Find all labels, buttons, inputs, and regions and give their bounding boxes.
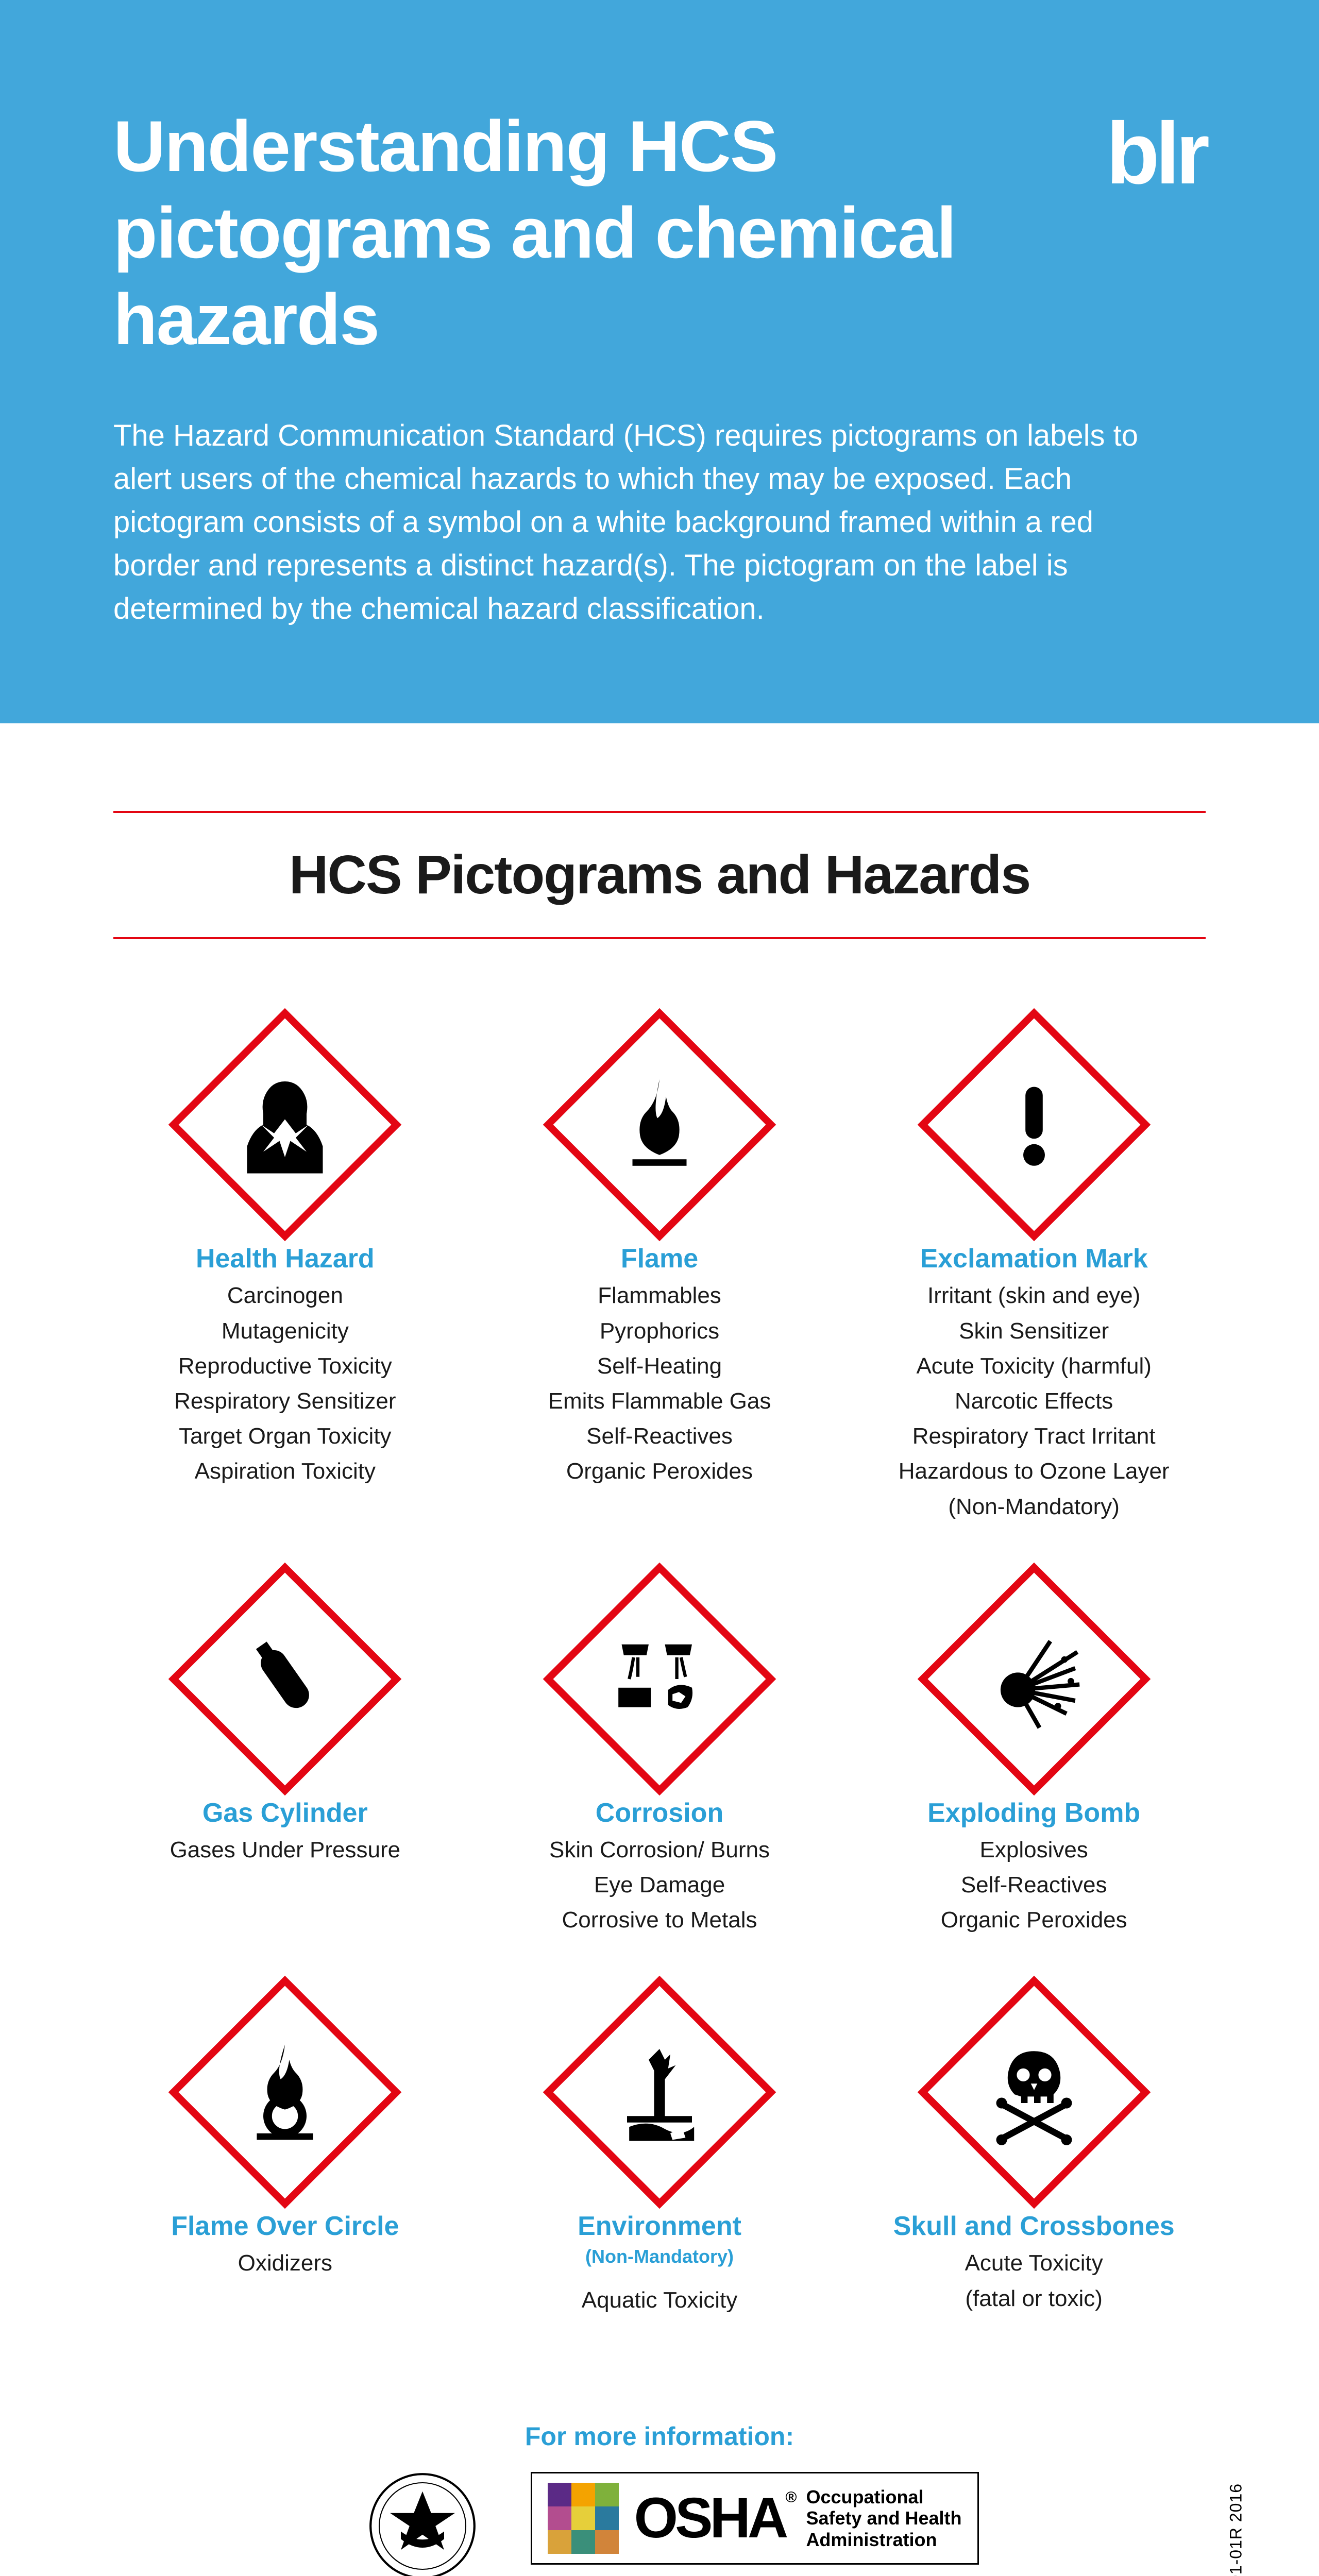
osha-box: OSHA® OccupationalSafety and HealthAdmin… (531, 2472, 979, 2565)
pictogram-title: Exploding Bomb (862, 1798, 1206, 1828)
skull-icon (952, 2010, 1117, 2175)
pictogram-grid: Health Hazard CarcinogenMutagenicityRepr… (113, 1042, 1206, 2318)
exclaim-icon (952, 1042, 1117, 1207)
pictogram-diamond (577, 1597, 742, 1761)
pictogram-title: Health Hazard (113, 1243, 457, 1274)
pictogram-title: Flame (488, 1243, 832, 1274)
hazard-item: Acute Toxicity (harmful) (862, 1349, 1206, 1384)
pictogram-card: Skull and Crossbones Acute Toxicity(fata… (862, 2010, 1206, 2318)
hazard-item: Aspiration Toxicity (113, 1454, 457, 1489)
pictogram-diamond (202, 1597, 367, 1761)
pictogram-diamond (577, 1042, 742, 1207)
pictogram-diamond (202, 1042, 367, 1207)
pictogram-diamond (952, 1042, 1117, 1207)
hazard-item: Organic Peroxides (488, 1454, 832, 1489)
hazard-item: Self-Reactives (488, 1419, 832, 1454)
health-icon (202, 1042, 367, 1207)
hazard-item: Eye Damage (488, 1868, 832, 1903)
bomb-icon (952, 1597, 1117, 1761)
hazard-list: Acute Toxicity(fatal or toxic) (862, 2246, 1206, 2316)
pictogram-title: Corrosion (488, 1798, 832, 1828)
pictogram-card: Environment (Non-Mandatory) Aquatic Toxi… (488, 2010, 832, 2318)
pictogram-title: Gas Cylinder (113, 1798, 457, 1828)
blr-logo: blr (1106, 103, 1206, 204)
hazard-item: Mutagenicity (113, 1314, 457, 1349)
hazard-item: Irritant (skin and eye) (862, 1278, 1206, 1313)
hazard-item: Self-Heating (488, 1349, 832, 1384)
header: Understanding HCS pictograms and chemica… (0, 0, 1319, 723)
pictogram-card: Exploding Bomb ExplosivesSelf-ReactivesO… (862, 1597, 1206, 1938)
pictogram-diamond (952, 2010, 1117, 2175)
pictogram-title: Flame Over Circle (113, 2211, 457, 2242)
hazard-list: FlammablesPyrophoricsSelf-HeatingEmits F… (488, 1278, 832, 1489)
hazard-item: Carcinogen (113, 1278, 457, 1313)
hazard-item: Skin Sensitizer (862, 1314, 1206, 1349)
page-title: Understanding HCS pictograms and chemica… (113, 103, 989, 363)
flame-circle-icon (202, 2010, 367, 2175)
osha-subtitle: OccupationalSafety and HealthAdministrat… (806, 2486, 961, 2550)
osha-squares-icon (548, 2483, 619, 2554)
hazard-item: Respiratory Sensitizer (113, 1384, 457, 1419)
pictogram-card: Exclamation Mark Irritant (skin and eye)… (862, 1042, 1206, 1524)
dol-seal: U.S. Department of Labor (340, 2472, 504, 2576)
osha-ref: OSHA 3491-01R 2016 (1226, 2483, 1245, 2576)
hazard-list: Aquatic Toxicity (488, 2283, 832, 2318)
section-title: HCS Pictograms and Hazards (113, 811, 1206, 939)
pictogram-diamond (952, 1597, 1117, 1761)
hazard-item: Skin Corrosion/ Burns (488, 1833, 832, 1868)
pictogram-diamond (577, 2010, 742, 2175)
hazard-item: Acute Toxicity(fatal or toxic) (862, 2246, 1206, 2316)
pictogram-title: Exclamation Mark (862, 1243, 1206, 1274)
hazard-item: Narcotic Effects (862, 1384, 1206, 1419)
hazard-item: Pyrophorics (488, 1314, 832, 1349)
corrosion-icon (577, 1597, 742, 1761)
pictogram-title: Environment (488, 2211, 832, 2242)
hazard-item: Flammables (488, 1278, 832, 1313)
more-info-label: For more information: (113, 2421, 1206, 2451)
hazard-item: Self-Reactives (862, 1868, 1206, 1903)
hazard-item: Emits Flammable Gas (488, 1384, 832, 1419)
hazard-item: Explosives (862, 1833, 1206, 1868)
hazard-list: Skin Corrosion/ BurnsEye DamageCorrosive… (488, 1833, 832, 1938)
flame-icon (577, 1042, 742, 1207)
pictogram-card: Flame FlammablesPyrophoricsSelf-HeatingE… (488, 1042, 832, 1524)
hazard-item: Oxidizers (113, 2246, 457, 2281)
hazard-item: Corrosive to Metals (488, 1903, 832, 1938)
pictogram-diamond (202, 2010, 367, 2175)
hazard-item: Reproductive Toxicity (113, 1349, 457, 1384)
hazard-item: Target Organ Toxicity (113, 1419, 457, 1454)
hazard-list: Irritant (skin and eye)Skin SensitizerAc… (862, 1278, 1206, 1524)
hazard-item: Gases Under Pressure (113, 1833, 457, 1868)
hazard-list: Gases Under Pressure (113, 1833, 457, 1868)
pictogram-card: Gas Cylinder Gases Under Pressure (113, 1597, 457, 1938)
pictogram-card: Health Hazard CarcinogenMutagenicityRepr… (113, 1042, 457, 1524)
hazard-list: Oxidizers (113, 2246, 457, 2281)
pictogram-section: HCS Pictograms and Hazards Health Hazard… (0, 723, 1319, 2380)
hazard-item: Hazardous to Ozone Layer(Non-Mandatory) (862, 1454, 1206, 1524)
pictogram-card: Flame Over Circle Oxidizers (113, 2010, 457, 2318)
intro-text: The Hazard Communication Standard (HCS) … (113, 414, 1170, 631)
pictogram-subtitle: (Non-Mandatory) (488, 2246, 832, 2267)
cylinder-icon (202, 1597, 367, 1761)
pictogram-card: Corrosion Skin Corrosion/ BurnsEye Damag… (488, 1597, 832, 1938)
footer-info: For more information: U.S. Department of… (0, 2380, 1319, 2576)
hazard-item: Aquatic Toxicity (488, 2283, 832, 2318)
hazard-list: CarcinogenMutagenicityReproductive Toxic… (113, 1278, 457, 1489)
environment-icon (577, 2010, 742, 2175)
osha-name: OSHA® (634, 2490, 794, 2547)
seal-icon (368, 2472, 477, 2576)
hazard-item: Organic Peroxides (862, 1903, 1206, 1938)
pictogram-title: Skull and Crossbones (862, 2211, 1206, 2242)
hazard-item: Respiratory Tract Irritant (862, 1419, 1206, 1454)
hazard-list: ExplosivesSelf-ReactivesOrganic Peroxide… (862, 1833, 1206, 1938)
